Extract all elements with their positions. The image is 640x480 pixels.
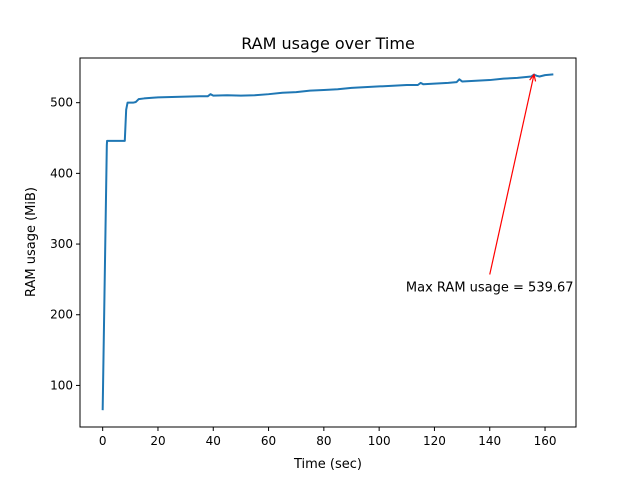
y-tick-label: 300 xyxy=(50,237,73,251)
y-tick-label: 400 xyxy=(50,166,73,180)
x-tick-label: 120 xyxy=(423,434,446,448)
x-tick-label: 140 xyxy=(478,434,501,448)
annotation-label: Max RAM usage = 539.67 xyxy=(406,280,574,295)
max-annotation: Max RAM usage = 539.67 xyxy=(406,73,574,295)
x-tick-label: 20 xyxy=(150,434,165,448)
x-axis-label: Time (sec) xyxy=(293,457,362,472)
y-axis-label: RAM usage (MiB) xyxy=(24,187,39,297)
x-tick-label: 40 xyxy=(206,434,221,448)
y-tick-label: 500 xyxy=(50,96,73,110)
plot-area xyxy=(79,57,577,428)
x-tick-label: 100 xyxy=(368,434,391,448)
x-tick-label: 60 xyxy=(261,434,276,448)
annotation-arrow xyxy=(489,74,535,275)
y-tick-label: 200 xyxy=(50,308,73,322)
x-tick-label: 80 xyxy=(316,434,331,448)
series-line-ram xyxy=(101,73,554,411)
plot-frame xyxy=(79,57,577,428)
x-axis: 0 20 40 60 80 100 120 140 160 xyxy=(99,427,557,448)
y-tick-label: 100 xyxy=(50,378,73,392)
x-tick-label: 160 xyxy=(534,434,557,448)
annotation-arrow-head xyxy=(529,73,537,82)
chart-title: RAM usage over Time xyxy=(241,34,415,53)
y-axis: 100 200 300 400 500 xyxy=(50,96,80,392)
x-tick-label: 0 xyxy=(99,434,107,448)
